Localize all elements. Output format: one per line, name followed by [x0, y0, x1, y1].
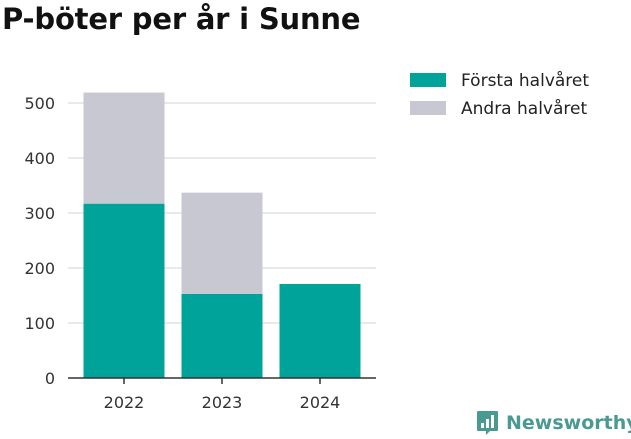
x-tick-label: 2024 [300, 393, 341, 412]
x-tick-label: 2023 [202, 393, 243, 412]
y-tick-label: 500 [24, 94, 55, 113]
bars [83, 92, 361, 378]
y-tick-label: 300 [24, 204, 55, 223]
bar-forsta-2024 [279, 283, 361, 378]
y-tick-label: 200 [24, 259, 55, 278]
newsworthy-logo-text: Newsworthy [506, 412, 631, 434]
legend-label: Första halvåret [461, 70, 589, 91]
x-tick-label: 2022 [104, 393, 145, 412]
y-tick-label: 100 [24, 314, 55, 333]
bar-andra-2023 [181, 192, 263, 294]
axes: 0 100 200 300 400 500 2022 2023 2024 [24, 94, 376, 412]
y-tick-label: 400 [24, 149, 55, 168]
bar-forsta-2023 [181, 293, 263, 378]
newsworthy-logo-icon [477, 411, 498, 435]
newsworthy-logo: Newsworthy [476, 408, 631, 438]
bar-andra-2022 [83, 92, 165, 204]
legend-swatch [410, 101, 446, 115]
y-tick-label: 0 [45, 369, 55, 388]
chart-title: P-böter per år i Sunne [2, 2, 361, 36]
legend-label: Andra halvåret [461, 98, 587, 119]
legend-swatch [410, 73, 446, 87]
bar-forsta-2022 [83, 203, 165, 378]
legend: Första halvåret Andra halvåret [410, 70, 589, 119]
